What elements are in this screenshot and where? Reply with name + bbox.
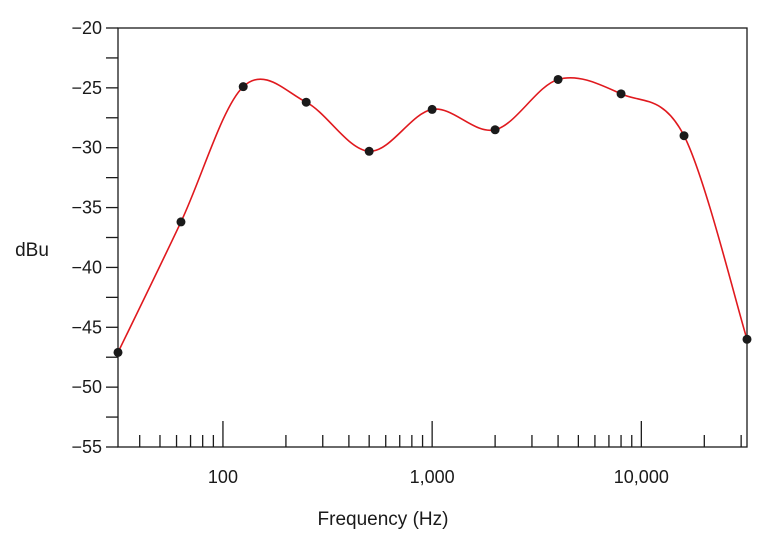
series-group <box>117 76 748 353</box>
y-tick-label: −25 <box>71 78 102 98</box>
x-axis-label: Frequency (Hz) <box>318 509 449 530</box>
y-axis-tick-labels: −20 −25 −30 −35 −40 −45 −50 −55 <box>71 18 102 457</box>
plot-frame <box>117 27 748 448</box>
y-tick-label: −20 <box>71 18 102 38</box>
y-tick-label: −50 <box>71 377 102 397</box>
data-point <box>490 125 500 135</box>
data-point-markers <box>113 74 752 357</box>
y-tick-label: −45 <box>71 317 102 337</box>
plot-border <box>117 27 748 448</box>
x-tick-label: 10,000 <box>614 467 669 487</box>
response-curve <box>117 76 748 353</box>
x-tick-label: 1,000 <box>410 467 455 487</box>
data-point <box>742 334 752 344</box>
x-axis-tick-labels: 100 1,000 10,000 <box>208 467 669 487</box>
y-tick-label: −55 <box>71 437 102 457</box>
data-point <box>679 131 689 141</box>
data-point <box>427 104 437 114</box>
data-point <box>176 217 186 227</box>
data-point <box>616 89 626 99</box>
data-point <box>553 74 563 84</box>
data-point <box>238 82 248 92</box>
y-tick-label: −40 <box>71 257 102 277</box>
y-axis-label: dBu <box>15 240 49 261</box>
x-tick-label: 100 <box>208 467 238 487</box>
y-tick-label: −30 <box>71 138 102 158</box>
data-point <box>113 347 123 357</box>
data-point <box>301 97 311 107</box>
y-axis-ticks <box>106 27 118 448</box>
y-tick-label: −35 <box>71 198 102 218</box>
x-axis-ticks <box>139 421 742 447</box>
data-point <box>364 146 374 156</box>
